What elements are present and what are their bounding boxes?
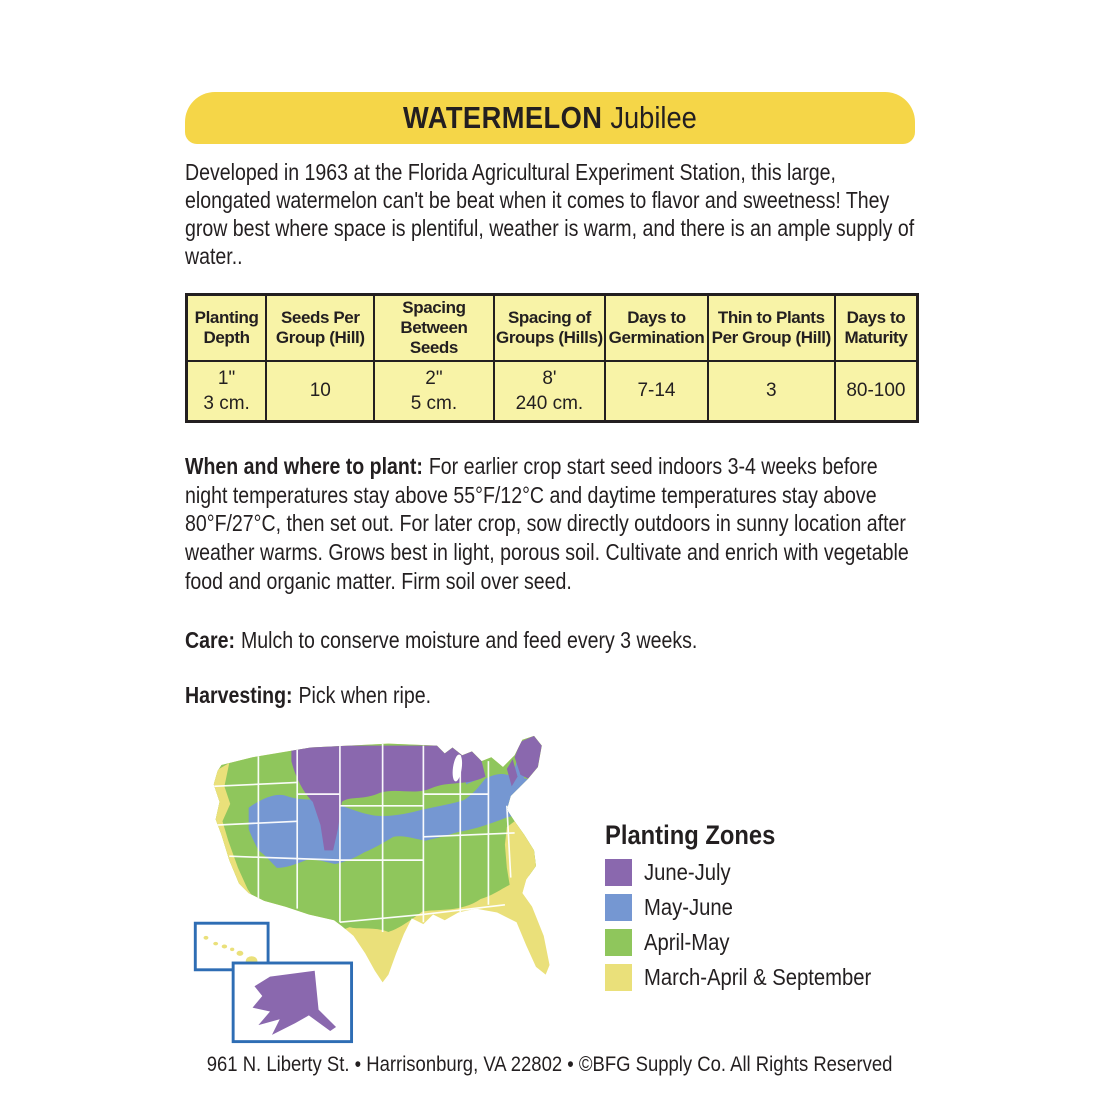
planting-zones-legend: Planting Zones June-July May-June April-… [605,820,902,991]
value-days-to-maturity: 80-100 [833,360,919,423]
crop-name: WATERMELON [403,100,603,135]
value-seeds-per-group: 10 [265,360,376,423]
value-days-to-germination: 7-14 [604,360,709,423]
header-seeds-per-group: Seeds Per Group (Hill) [265,293,376,363]
address-footer: 961 N. Liberty St. • Harrisonburg, VA 22… [0,1053,1100,1077]
when-where-text: For earlier crop start seed indoors 3-4 … [185,453,909,594]
legend-item-may-june: May-June [605,893,902,921]
harvesting-section: Harvesting: Pick when ripe. [185,681,915,710]
header-spacing-between-seeds: Spacing Between Seeds [373,293,495,363]
us-planting-zones-map [193,736,550,1044]
value-spacing-of-groups: 8' 240 cm. [492,360,607,423]
zone-vermont-purple [506,759,518,787]
legend-swatch-april-may [605,928,632,956]
state-borders [213,743,515,933]
table-header-row: Planting Depth Seeds Per Group (Hill) Sp… [185,293,919,363]
zone-may-june [248,774,535,869]
legend-item-march-april-september: March-April & September [605,963,902,991]
value-planting-depth: 1" 3 cm. [185,360,268,423]
header-spacing-of-groups: Spacing of Groups (Hills) [492,293,607,363]
legend-swatch-may-june [605,893,632,921]
header-planting-depth: Planting Depth [185,293,268,363]
legend-swatch-march-april-september [605,963,632,991]
harvesting-label: Harvesting: [185,681,293,708]
zone-maine-purple [514,736,542,779]
legend-title: Planting Zones [605,820,776,851]
product-title-banner: WATERMELON Jubilee [185,92,915,144]
legend-item-april-may: April-May [605,928,902,956]
legend-item-june-july: June-July [605,858,902,886]
zone-new-hampshire-blue [510,761,525,791]
legend-swatch-june-july [605,858,632,886]
footer-text: 961 N. Liberty St. • Harrisonburg, VA 22… [207,1053,893,1076]
when-where-label: When and where to plant: [185,453,423,480]
table-value-row: 1" 3 cm. 10 2" 5 cm. 8' 240 cm. 7-14 3 80-1… [185,360,919,423]
care-text: Mulch to conserve moisture and feed ever… [240,627,698,654]
alaska-shape [252,971,337,1036]
care-label: Care: [185,627,235,654]
variety-name: Jubilee [610,100,697,135]
zone-west-coast-yellow [213,763,252,900]
header-days-to-maturity: Days to Maturity [833,293,919,363]
description-text: Developed in 1963 at the Florida Agricul… [185,159,915,269]
harvesting-text: Pick when ripe. [298,681,432,708]
planting-info-table: Planting Depth Seeds Per Group (Hill) Sp… [185,293,919,424]
value-spacing-between-seeds: 2" 5 cm. [373,360,495,423]
value-thin-to-plants: 3 [706,360,836,423]
seed-packet-back: WATERMELON Jubilee Developed in 1963 at t… [185,92,919,1062]
alaska-inset [231,961,354,1044]
product-title: WATERMELON Jubilee [403,100,697,136]
care-section: Care: Mulch to conserve moisture and feed… [185,626,915,655]
header-days-to-germination: Days to Germination [604,293,709,363]
when-where-to-plant-section: When and where to plant: For earlier crop… [185,452,915,595]
header-thin-to-plants: Thin to Plants Per Group (Hill) [706,293,836,363]
planting-zones-map-section: Planting Zones June-July May-June April-… [185,732,915,1062]
zone-atlantic-coast-yellow [504,821,536,911]
